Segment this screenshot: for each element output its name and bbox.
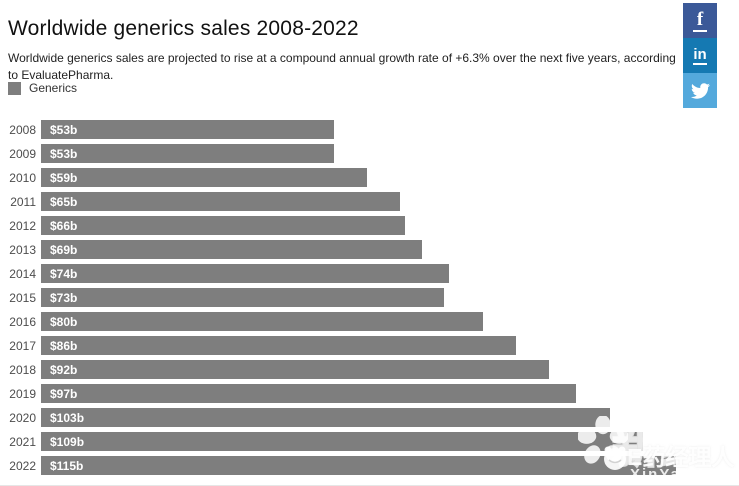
bar[interactable]: $103b	[41, 408, 610, 427]
bar-track: $86b	[41, 336, 731, 355]
category-label: 2013	[9, 242, 36, 257]
bar[interactable]: $73b	[41, 288, 444, 307]
category-label: 2022	[9, 458, 36, 473]
bar[interactable]: $59b	[41, 168, 367, 187]
linkedin-icon: in	[693, 45, 707, 65]
bar-track: $73b	[41, 288, 731, 307]
chart-row: 2012 $66b	[0, 216, 731, 235]
category-label: 2009	[9, 146, 36, 161]
bar-value-label: $97b	[50, 386, 78, 401]
category-label: 2012	[9, 218, 36, 233]
bar-value-label: $103b	[50, 410, 85, 425]
bar-track: $80b	[41, 312, 731, 331]
legend-item-generics[interactable]: Generics	[8, 81, 77, 95]
category-label: 2021	[9, 434, 36, 449]
bar[interactable]: $53b	[41, 144, 334, 163]
twitter-share-button[interactable]	[683, 73, 717, 108]
bar-track: $59b	[41, 168, 731, 187]
page-title: Worldwide generics sales 2008-2022	[8, 17, 359, 41]
category-label: 2008	[9, 122, 36, 137]
bar-track: $97b	[41, 384, 731, 403]
bar-value-label: $115b	[50, 458, 84, 473]
bar-value-label: $65b	[50, 194, 78, 209]
bar-value-label: $59b	[50, 170, 78, 185]
category-label: 2020	[9, 410, 36, 425]
category-label: 2019	[9, 386, 36, 401]
bar-value-label: $53b	[50, 122, 78, 137]
bar[interactable]: $69b	[41, 240, 422, 259]
category-label: 2011	[10, 194, 36, 209]
bar-track: $65b	[41, 192, 731, 211]
chart-row: 2009 $53b	[0, 144, 731, 163]
bar-track: $53b	[41, 144, 731, 163]
facebook-share-button[interactable]: f	[683, 3, 717, 38]
bar-value-label: $69b	[50, 242, 78, 257]
bar-value-label: $73b	[50, 290, 78, 305]
facebook-icon: f	[692, 10, 708, 32]
bar[interactable]: $74b	[41, 264, 450, 283]
bar-value-label: $66b	[50, 218, 78, 233]
bar-chart: 2008 $53b 2009 $53b 2010 $59b 2011 $65b	[0, 120, 731, 480]
chart-row: 2022 $115b	[0, 456, 731, 475]
bar[interactable]: $97b	[41, 384, 577, 403]
category-label: 2018	[9, 362, 36, 377]
category-label: 2015	[9, 290, 36, 305]
bar-track: $74b	[41, 264, 731, 283]
bar[interactable]: $115b	[41, 456, 676, 475]
chart-row: 2018 $92b	[0, 360, 731, 379]
legend-label: Generics	[29, 81, 78, 95]
chart-row: 2014 $74b	[0, 264, 731, 283]
bar-value-label: $80b	[50, 314, 78, 329]
chart-row: 2011 $65b	[0, 192, 731, 211]
chart-row: 2015 $73b	[0, 288, 731, 307]
bar[interactable]: $86b	[41, 336, 516, 355]
bar-value-label: $109b	[50, 434, 85, 449]
social-share-column: f in	[683, 3, 717, 108]
category-label: 2014	[9, 266, 36, 281]
bar-value-label: $53b	[50, 146, 78, 161]
chart-row: 2016 $80b	[0, 312, 731, 331]
bar[interactable]: $53b	[41, 120, 334, 139]
chart-row: 2020 $103b	[0, 408, 731, 427]
bar-value-label: $86b	[50, 338, 78, 353]
chart-subtitle: Worldwide generics sales are projected t…	[8, 51, 676, 82]
bar-value-label: $74b	[50, 266, 78, 281]
bar-track: $109b	[41, 432, 731, 451]
bar-track: $115b	[41, 456, 731, 475]
chart-row: 2013 $69b	[0, 240, 731, 259]
bar[interactable]: $109b	[41, 432, 643, 451]
linkedin-share-button[interactable]: in	[683, 38, 717, 73]
category-label: 2016	[9, 314, 36, 329]
chart-row: 2019 $97b	[0, 384, 731, 403]
bar[interactable]: $65b	[41, 192, 400, 211]
bar-track: $53b	[41, 120, 731, 139]
bar-track: $103b	[41, 408, 731, 427]
category-label: 2010	[9, 170, 36, 185]
bar-track: $92b	[41, 360, 731, 379]
chart-row: 2021 $109b	[0, 432, 731, 451]
bar[interactable]: $80b	[41, 312, 483, 331]
category-label: 2017	[9, 338, 36, 353]
chart-row: 2010 $59b	[0, 168, 731, 187]
twitter-bird-icon	[690, 82, 710, 99]
legend-swatch-icon	[8, 81, 21, 95]
bar-value-label: $92b	[50, 362, 78, 377]
bar[interactable]: $66b	[41, 216, 406, 235]
bar[interactable]: $92b	[41, 360, 549, 379]
bar-track: $66b	[41, 216, 731, 235]
chart-row: 2017 $86b	[0, 336, 731, 355]
bar-track: $69b	[41, 240, 731, 259]
chart-row: 2008 $53b	[0, 120, 731, 139]
